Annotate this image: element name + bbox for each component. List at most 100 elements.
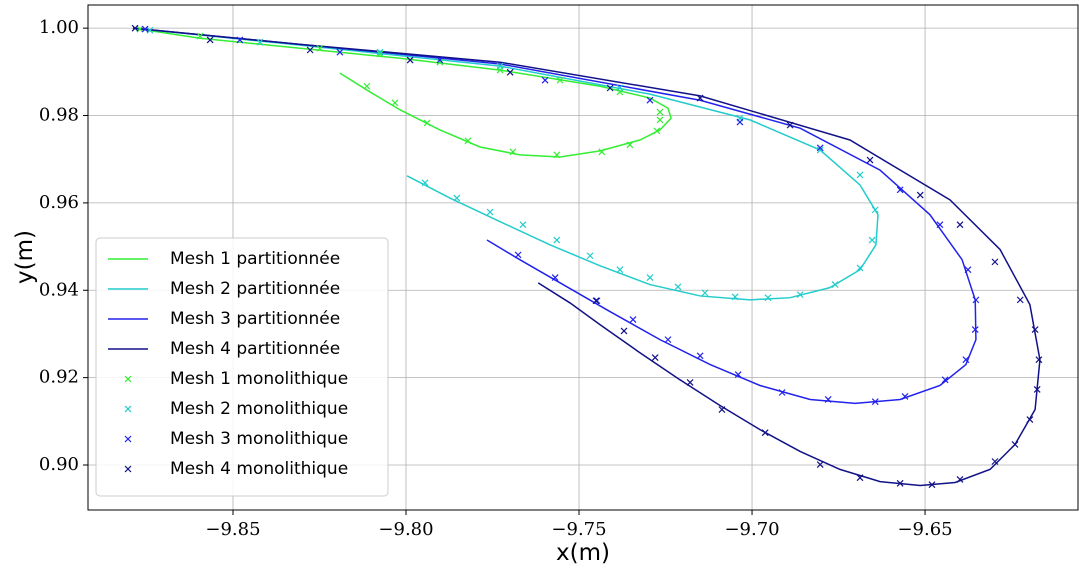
y-tick-label: 0.98 (39, 105, 79, 126)
scatter-marker (363, 82, 371, 90)
legend-swatch (124, 465, 132, 473)
plot-frame (87, 4, 1079, 511)
series-line (132, 27, 879, 301)
scatter-marker (856, 171, 864, 179)
series-line (132, 27, 1041, 487)
scatter-marker (956, 221, 964, 229)
scatter-marker (453, 194, 461, 202)
scatter-marker (686, 379, 694, 386)
scatter-marker (206, 36, 214, 44)
scatter-marker (1035, 356, 1043, 364)
scatter-marker (336, 48, 344, 56)
scatter-marker (376, 50, 384, 58)
y-tick-label: 1.00 (39, 17, 79, 38)
scatter-marker (761, 429, 769, 437)
scatter-marker (868, 236, 876, 244)
scatter-marker (871, 206, 879, 214)
x-tick-label: −9.75 (551, 519, 606, 540)
scatter-marker (646, 96, 654, 104)
scatter-marker (436, 56, 444, 64)
scatter-marker (701, 289, 709, 297)
scatter-marker (256, 38, 264, 46)
scatter-marker (856, 474, 864, 482)
scatter-marker (146, 26, 154, 34)
scatter-marker (866, 156, 874, 164)
scatter-marker (593, 297, 601, 305)
scatter-marker (991, 458, 999, 465)
scatter-marker (1011, 441, 1019, 448)
scatter-marker (653, 127, 661, 135)
scatter-marker (871, 398, 879, 406)
scatter-marker (734, 371, 742, 379)
scatter-marker (606, 84, 614, 92)
scatter-marker (556, 76, 564, 84)
scatter-marker (941, 376, 949, 384)
scatter-marker (598, 148, 606, 156)
scatter-marker (964, 266, 972, 274)
scatter-marker (896, 479, 904, 487)
scatter-marker (824, 396, 832, 403)
scatter-marker (592, 297, 600, 305)
x-tick-label: −9.85 (205, 519, 260, 540)
scatter-marker (496, 62, 504, 70)
legend-swatch (124, 405, 132, 413)
scatter-marker (656, 108, 664, 116)
scatter-marker (509, 148, 517, 156)
y-tick-label: 0.92 (39, 367, 79, 388)
y-tick-label: 0.94 (39, 279, 79, 300)
scatter-marker (316, 44, 324, 52)
scatter-marker (956, 475, 964, 483)
legend-label: Mesh 1 monolithique (170, 369, 348, 389)
scatter-marker (376, 48, 384, 56)
scatter-marker (514, 251, 522, 259)
scatter-marker (962, 356, 970, 364)
scatter-marker (553, 236, 561, 244)
scatter-marker (831, 281, 839, 289)
y-axis-label: y(m) (12, 230, 38, 284)
legend-label: Mesh 4 partitionnée (170, 339, 340, 359)
legend-label: Mesh 2 monolithique (170, 399, 348, 419)
legend: Mesh 1 partitionnée Mesh 2 partitionnée Me… (95, 237, 389, 497)
x-tick-label: −9.70 (724, 519, 779, 540)
scatter-marker (696, 94, 704, 102)
scatter-marker (586, 252, 594, 260)
scatter-marker (896, 186, 904, 194)
legend-swatch (124, 375, 132, 383)
legend-label: Mesh 3 partitionnée (170, 309, 340, 329)
x-axis-label: x(m) (556, 540, 610, 566)
scatter-marker (506, 68, 514, 76)
scatter-marker (553, 151, 561, 159)
scatter-marker (406, 56, 414, 64)
legend-swatch (124, 435, 132, 443)
scatter-marker (236, 36, 244, 44)
scatter-marker (1016, 296, 1024, 304)
scatter-marker (816, 461, 824, 468)
scatter-marker (620, 327, 628, 335)
scatter-marker (816, 146, 824, 154)
scatter-marker (674, 283, 682, 291)
scatter-marker (928, 481, 936, 489)
scatter-marker (541, 76, 549, 84)
scatter-marker (991, 258, 999, 266)
scatter-marker (306, 46, 314, 54)
scatter-marker (1026, 416, 1034, 423)
scatter-marker (972, 296, 980, 304)
scatter-marker (718, 406, 726, 413)
scatter-marker (436, 58, 444, 66)
scatter-marker (651, 354, 659, 361)
series-line (132, 27, 977, 405)
scatter-marker (626, 141, 634, 149)
scatter-marker (131, 24, 139, 32)
scatter-marker (616, 84, 624, 92)
x-tick-label: −9.65 (897, 519, 952, 540)
legend-label: Mesh 4 monolithique (170, 459, 348, 479)
legend-label: Mesh 3 monolithique (170, 429, 348, 449)
y-tick-label: 0.90 (39, 454, 79, 475)
scatter-marker (141, 25, 149, 33)
plot-area (131, 24, 1043, 489)
y-tick-label: 0.96 (39, 192, 79, 213)
scatter-marker (421, 179, 429, 187)
scatter-marker (616, 266, 624, 274)
scatter-marker (551, 274, 559, 282)
scatter-marker (736, 118, 744, 126)
